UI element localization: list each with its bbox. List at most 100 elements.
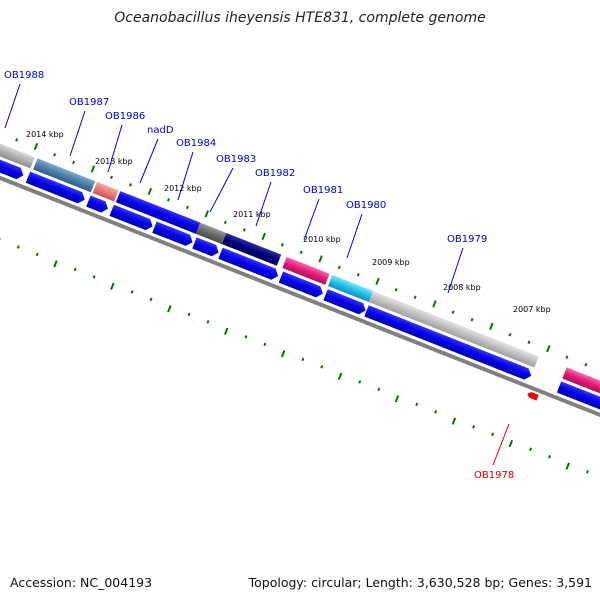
minor-tick bbox=[223, 220, 227, 225]
genome-band bbox=[0, 129, 600, 474]
major-tick bbox=[489, 322, 494, 330]
gene-arrow[interactable] bbox=[218, 247, 280, 282]
feature-block-lightgray[interactable] bbox=[368, 290, 539, 368]
minor-tick bbox=[529, 447, 533, 452]
minor-tick bbox=[299, 250, 303, 255]
reverse-gene-arrow[interactable] bbox=[526, 391, 539, 401]
minor-tick bbox=[263, 342, 267, 347]
minor-tick bbox=[73, 267, 77, 272]
gene-label[interactable]: OB1979 bbox=[447, 234, 487, 245]
feature-block-salmon[interactable] bbox=[92, 181, 119, 202]
minor-tick bbox=[185, 205, 189, 210]
gene-leader-line bbox=[69, 110, 86, 157]
major-tick bbox=[565, 462, 570, 470]
gene-label[interactable]: OB1980 bbox=[346, 200, 386, 211]
feature-block-navy[interactable] bbox=[221, 232, 282, 266]
kbp-tick-label: 2007 kbp bbox=[513, 305, 551, 314]
major-tick bbox=[167, 305, 172, 313]
gene-label[interactable]: OB1978 bbox=[474, 470, 514, 481]
major-tick bbox=[451, 417, 457, 425]
tick-row-upper bbox=[15, 138, 588, 367]
gene-arrow[interactable] bbox=[364, 305, 533, 381]
major-tick bbox=[90, 165, 96, 173]
kbp-tick-label: 2014 kbp bbox=[26, 130, 64, 139]
minor-tick bbox=[110, 175, 114, 180]
minor-tick bbox=[206, 320, 210, 324]
minor-tick bbox=[434, 410, 438, 414]
genome-title: Oceanobacillus iheyensis HTE831, complet… bbox=[114, 10, 486, 26]
gene-label[interactable]: OB1983 bbox=[216, 154, 256, 165]
minor-tick bbox=[508, 332, 512, 337]
gene-label[interactable]: nadD bbox=[147, 125, 174, 136]
feature-block-darkgray[interactable] bbox=[195, 222, 227, 245]
minor-tick bbox=[413, 295, 417, 300]
gene-label[interactable]: OB1982 bbox=[255, 168, 295, 179]
kbp-tick-label: 2010 kbp bbox=[303, 235, 341, 244]
gene-arrow[interactable] bbox=[152, 221, 195, 248]
minor-tick bbox=[472, 425, 476, 429]
gene-arrow[interactable] bbox=[0, 143, 26, 181]
minor-tick bbox=[53, 153, 57, 157]
minor-tick bbox=[415, 402, 419, 407]
major-tick bbox=[318, 255, 323, 263]
gene-arrow[interactable] bbox=[192, 237, 221, 258]
minor-tick bbox=[358, 380, 362, 384]
major-tick bbox=[110, 282, 115, 290]
minor-tick bbox=[301, 357, 305, 362]
minor-tick bbox=[584, 362, 588, 367]
gene-arrow[interactable] bbox=[109, 204, 154, 232]
forward-gene-track bbox=[0, 143, 600, 424]
gene-leader-line bbox=[107, 124, 123, 173]
minor-tick bbox=[280, 243, 284, 247]
feature-block-blue[interactable] bbox=[115, 191, 201, 234]
feature-block-cyan[interactable] bbox=[327, 274, 374, 303]
minor-tick bbox=[16, 245, 20, 249]
gene-label[interactable]: OB1984 bbox=[176, 138, 216, 149]
minor-tick bbox=[320, 365, 324, 369]
gene-label[interactable]: OB1981 bbox=[303, 185, 343, 196]
minor-tick bbox=[15, 138, 19, 142]
major-tick bbox=[280, 350, 286, 358]
gene-label[interactable]: OB1987 bbox=[69, 97, 109, 108]
gene-label[interactable]: OB1988 bbox=[4, 70, 44, 81]
minor-tick bbox=[337, 265, 341, 270]
kbp-tick-label: 2009 kbp bbox=[372, 258, 410, 267]
major-tick bbox=[546, 345, 551, 353]
gene-label[interactable]: OB1986 bbox=[105, 111, 145, 122]
major-tick bbox=[147, 187, 153, 196]
gene-leader-line bbox=[209, 167, 234, 213]
minor-tick bbox=[92, 275, 96, 279]
major-tick bbox=[204, 210, 209, 218]
major-tick bbox=[375, 277, 380, 285]
major-tick bbox=[33, 142, 39, 151]
gene-arrow[interactable] bbox=[278, 271, 325, 300]
gene-arrow[interactable] bbox=[556, 381, 600, 424]
feature-block-steel[interactable] bbox=[33, 158, 96, 193]
minor-tick bbox=[130, 290, 134, 294]
genome-summary-text: Topology: circular; Length: 3,630,528 bp… bbox=[248, 575, 592, 590]
kbp-tick-label: 2012 kbp bbox=[164, 184, 202, 193]
feature-block-gray-left[interactable] bbox=[0, 129, 35, 169]
gene-arrow[interactable] bbox=[86, 195, 110, 214]
feature-block-pink-right[interactable] bbox=[562, 367, 600, 405]
kbp-tick-label: 2008 kbp bbox=[443, 283, 481, 292]
minor-tick bbox=[166, 198, 170, 202]
accession-text: Accession: NC_004193 bbox=[10, 575, 153, 590]
minor-tick bbox=[394, 288, 398, 292]
gene-leader-line bbox=[177, 151, 194, 201]
feature-block-pink[interactable] bbox=[282, 256, 330, 285]
minor-tick bbox=[129, 183, 132, 187]
kbp-tick-label: 2011 kbp bbox=[233, 210, 271, 219]
gene-arrow[interactable] bbox=[25, 171, 87, 206]
major-tick bbox=[394, 395, 400, 403]
kbp-tick-label: 2013 kbp bbox=[95, 157, 133, 166]
minor-tick bbox=[377, 387, 381, 392]
genome-backbone bbox=[0, 157, 600, 441]
gene-leader-line bbox=[447, 247, 464, 294]
gene-arrow[interactable] bbox=[323, 289, 367, 316]
minor-tick bbox=[149, 297, 153, 302]
minor-tick bbox=[242, 228, 246, 232]
minor-tick bbox=[72, 160, 76, 165]
gene-leader-line bbox=[492, 423, 510, 466]
